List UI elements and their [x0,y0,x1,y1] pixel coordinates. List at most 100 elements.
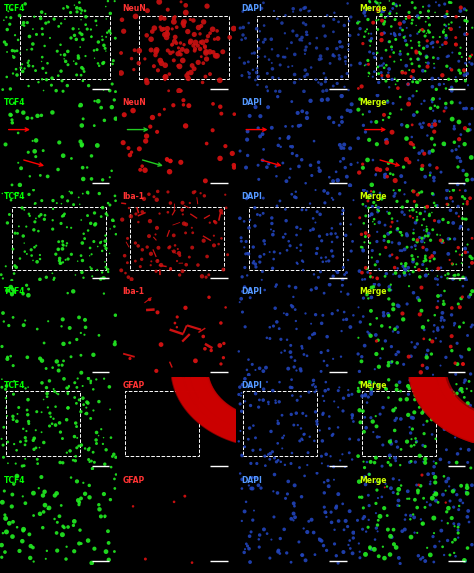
Point [467,153,474,162]
Point [436,1,443,10]
Point [156,56,164,65]
Point [272,398,280,407]
Point [348,390,356,399]
Point [170,14,178,23]
Point [80,273,87,282]
Point [421,172,429,181]
Point [262,363,270,372]
Point [255,395,263,405]
Point [288,375,295,384]
Point [408,337,415,347]
Point [238,287,246,296]
Point [151,23,158,33]
Point [230,163,238,172]
Point [260,367,267,376]
Point [145,231,153,241]
Point [398,105,405,114]
Point [182,303,189,312]
Point [336,121,343,130]
Point [438,526,445,535]
Point [392,543,400,552]
Point [272,396,279,405]
Point [84,226,92,235]
Point [243,271,251,280]
Point [77,407,85,416]
Point [450,124,458,134]
Point [354,516,361,525]
Point [386,323,394,332]
Point [396,227,403,237]
Point [246,558,254,567]
Point [442,99,450,108]
Point [415,54,422,64]
Point [179,56,187,65]
Bar [20,15,110,79]
Point [183,71,191,80]
Point [384,11,392,21]
Point [416,296,423,305]
Point [379,344,386,354]
Point [97,103,105,112]
Point [165,243,173,252]
Point [166,156,174,166]
Point [371,67,378,76]
Point [334,423,342,432]
Point [25,285,32,294]
Point [366,41,374,50]
Point [154,257,161,266]
Point [194,261,202,270]
Point [111,191,119,201]
Point [444,418,452,427]
Point [167,264,174,273]
Point [365,523,372,532]
Point [392,414,400,423]
Point [136,46,143,56]
Point [263,163,271,172]
Point [389,170,397,179]
Point [150,61,158,70]
Point [345,17,353,26]
Point [463,481,471,490]
Point [240,243,248,252]
Point [216,341,224,350]
Point [180,219,188,228]
Point [410,229,417,238]
Point [17,437,24,446]
Point [230,24,237,33]
Point [120,27,128,36]
Point [432,489,440,499]
Point [90,350,97,359]
Point [259,395,267,405]
Point [76,0,83,7]
Point [256,27,264,36]
Point [426,386,433,395]
Point [236,214,244,223]
Point [394,224,401,233]
Point [415,28,423,37]
Point [356,547,364,556]
Point [335,386,342,395]
Point [202,47,210,56]
Point [73,7,81,17]
Point [244,541,251,551]
Point [393,385,401,394]
Point [13,472,21,481]
Point [102,46,109,56]
Point [36,509,44,519]
Point [333,233,341,242]
Point [36,211,43,221]
Point [70,521,77,530]
Point [369,217,377,226]
Point [64,60,72,69]
Point [397,23,404,33]
Point [297,424,305,433]
Point [284,364,292,373]
Point [370,49,377,58]
Point [60,339,67,348]
Point [451,521,458,531]
Point [55,245,62,254]
Point [323,44,331,53]
Point [424,131,431,140]
Point [0,308,7,317]
Point [371,364,379,374]
